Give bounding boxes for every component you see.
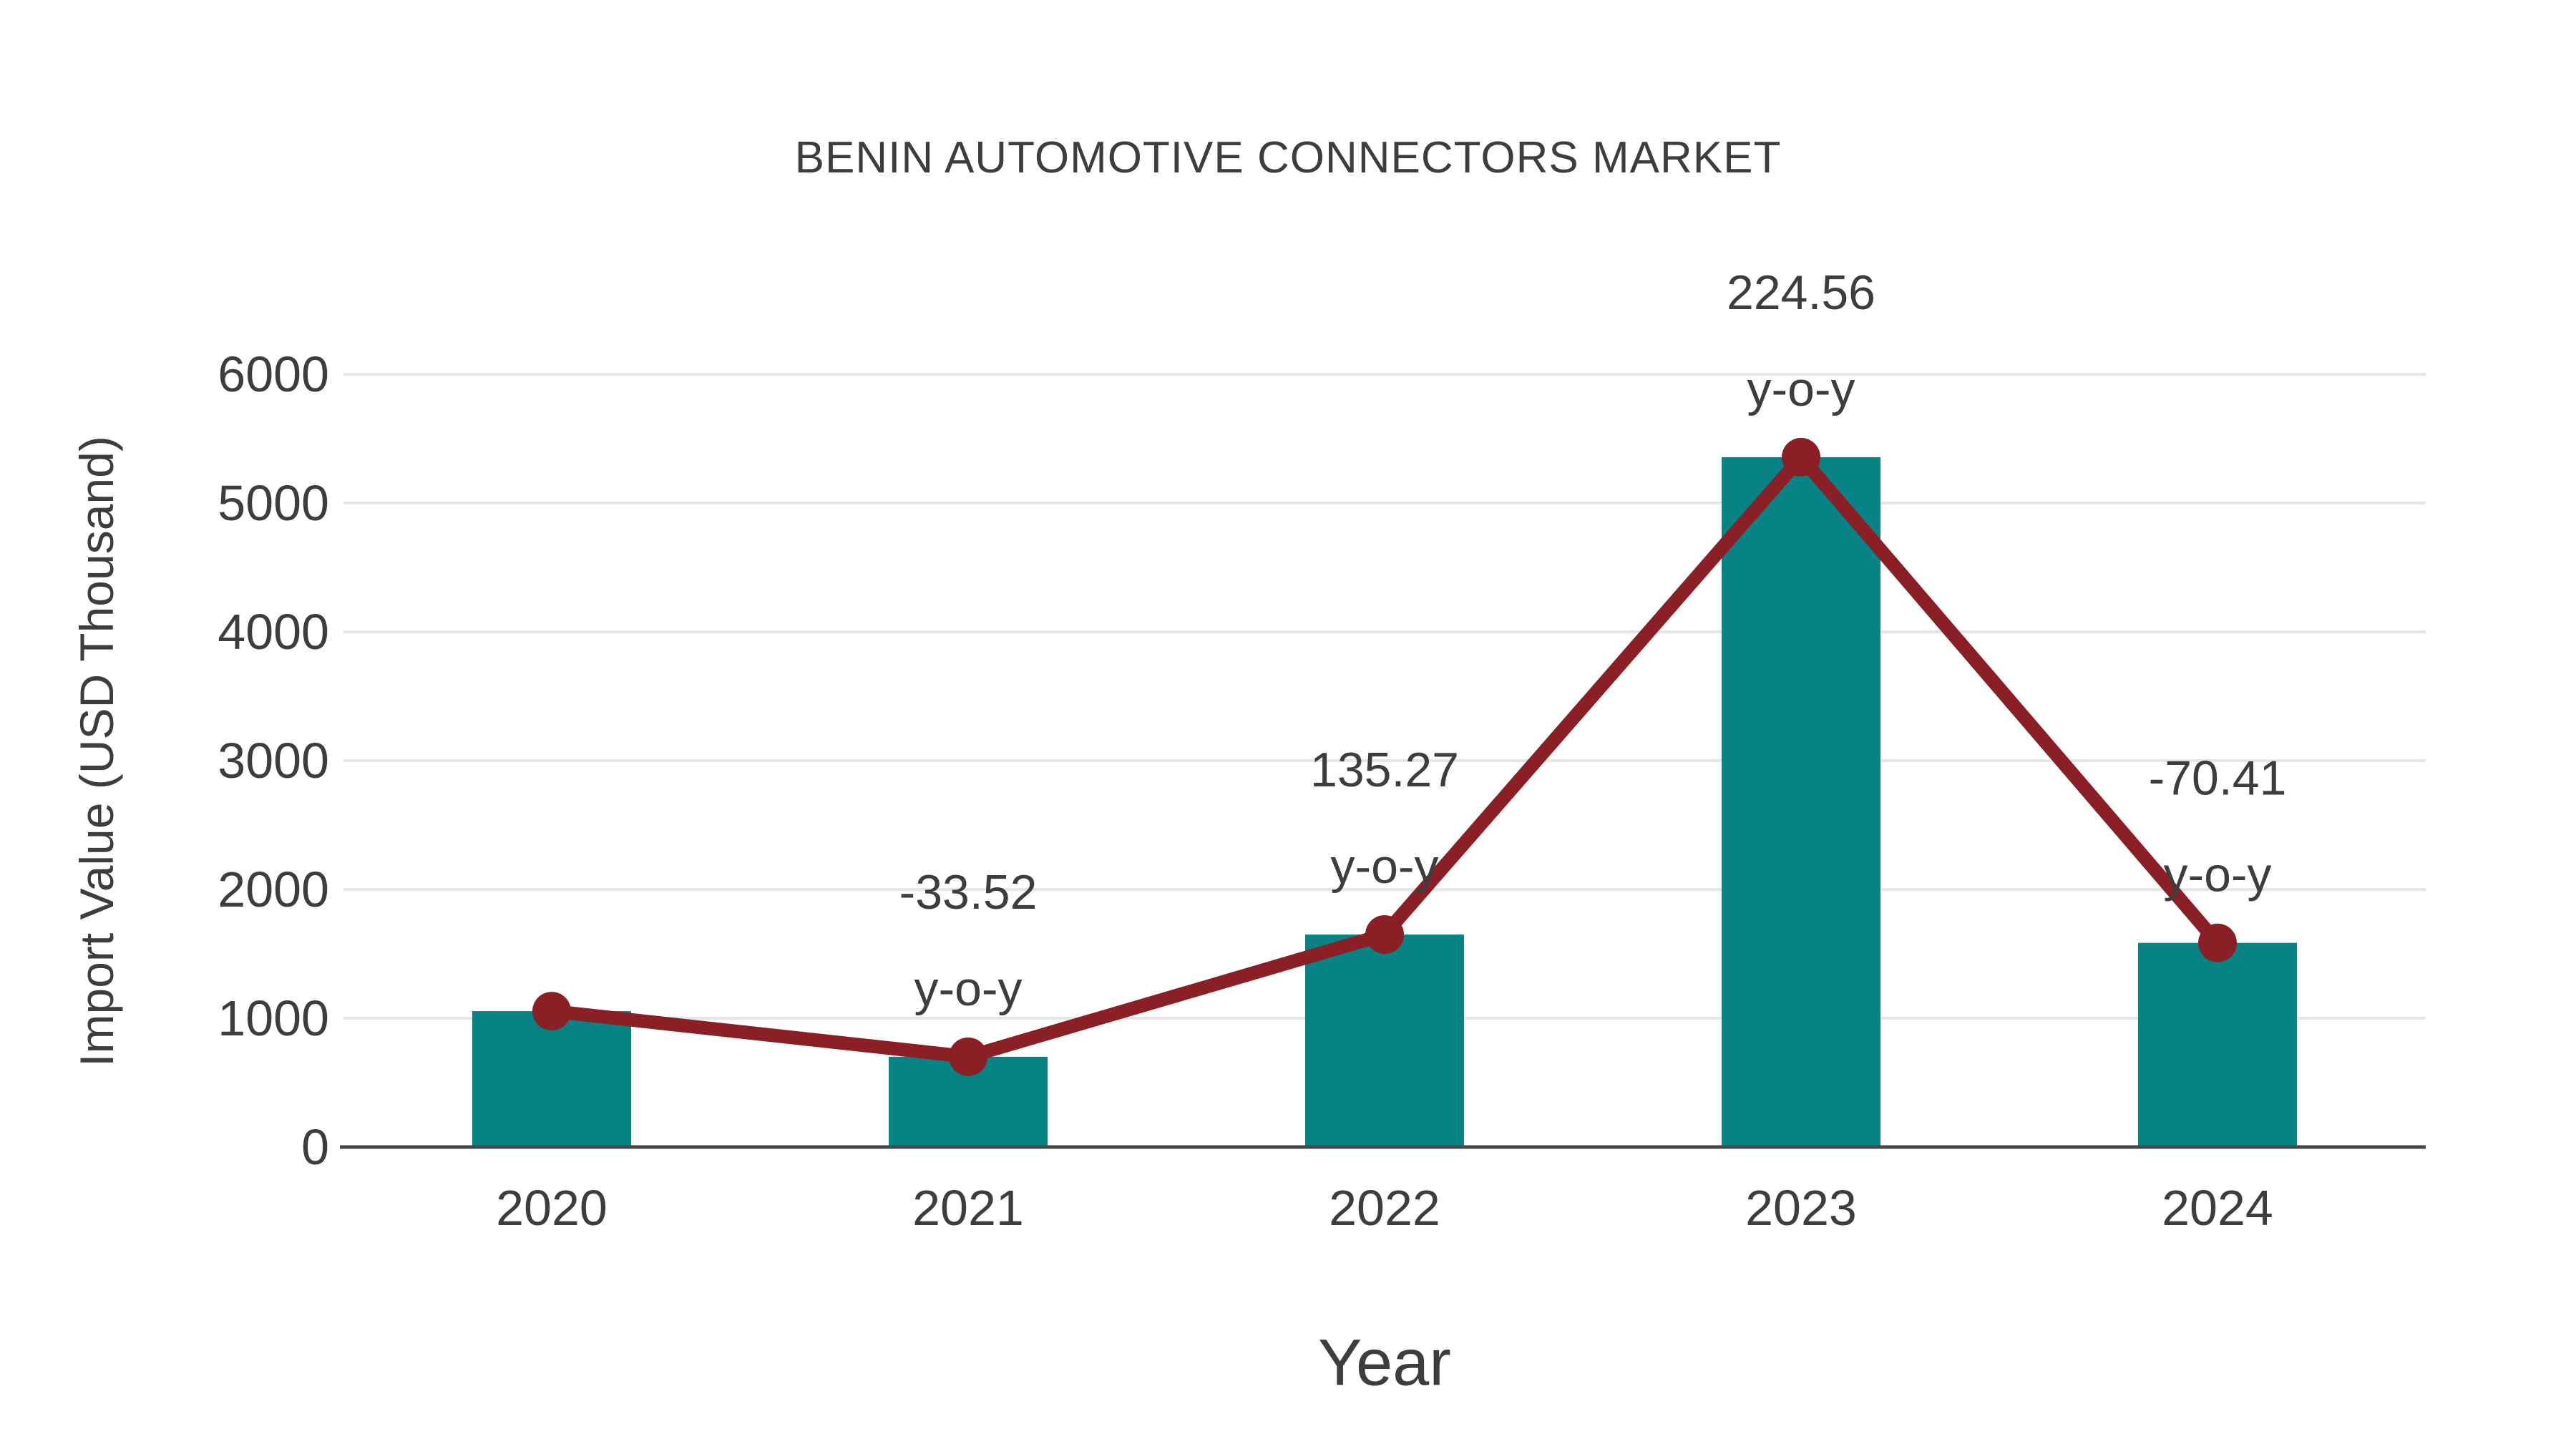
x-tick-label: 2020 [496,1180,608,1236]
y-tick-label: 4000 [218,604,329,660]
bar-2022 [1305,935,1464,1147]
y-tick-label: 2000 [218,862,329,917]
annotation-value-2024: -70.41 [2149,751,2287,806]
trend-marker-2021 [949,1037,987,1076]
trend-marker-2020 [532,992,571,1031]
trend-marker-2024 [2198,923,2237,962]
bar-2023 [1722,457,1880,1147]
bar-2024 [2138,942,2297,1147]
x-tick-label: 2022 [1329,1180,1440,1236]
annotation-suffix-2023: y-o-y [1747,362,1855,416]
y-tick-label: 5000 [218,475,329,531]
trend-marker-2022 [1365,915,1404,954]
bar-2020 [472,1011,631,1147]
y-tick-label: 1000 [218,990,329,1046]
x-tick-label: 2021 [912,1180,1024,1236]
annotation-value-2023: 224.56 [1727,265,1875,320]
y-tick-label: 0 [301,1119,329,1175]
annotation-value-2022: 135.27 [1310,743,1459,797]
annotation-value-2021: -33.52 [899,865,1038,919]
y-axis-title: Import Value (USD Thousand) [70,436,123,1067]
x-axis-title: Year [1318,1326,1451,1400]
x-tick-label: 2023 [1745,1180,1857,1236]
x-tick-label: 2024 [2162,1180,2273,1236]
annotation-suffix-2022: y-o-y [1330,839,1438,894]
annotation-suffix-2024: y-o-y [2163,848,2271,902]
annotation-suffix-2021: y-o-y [914,962,1022,1016]
trend-marker-2023 [1782,437,1820,477]
y-tick-label: 3000 [218,733,329,789]
y-tick-label: 6000 [218,346,329,402]
chart-title: BENIN AUTOMOTIVE CONNECTORS MARKET [794,133,1782,182]
